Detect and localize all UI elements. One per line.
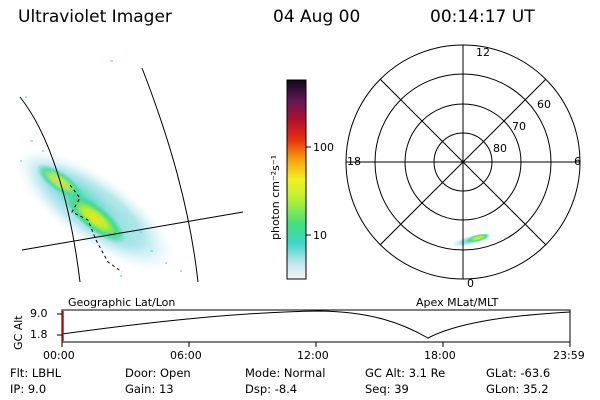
polar-aurora	[450, 232, 494, 248]
mlt-label-12: 12	[476, 46, 490, 59]
mlt-label-18: 18	[347, 155, 361, 168]
polar-grid	[345, 44, 581, 280]
glon-field: GLon: 35.2	[486, 382, 549, 396]
gc-alt-field: GC Alt: 3.1 Re	[365, 366, 446, 380]
map-grid-lines	[19, 67, 244, 283]
dsp-field: Dsp: -8.4	[245, 382, 298, 396]
date-label: 04 Aug 00	[273, 7, 361, 27]
mlt-label-6: 6	[574, 155, 581, 168]
mode-field: Mode: Normal	[245, 366, 326, 380]
door-field: Door: Open	[125, 366, 191, 380]
geographic-panel	[14, 60, 244, 283]
colorbar-tick-100: 100	[313, 141, 334, 154]
colorbar-label: photon cm⁻²s⁻¹	[269, 154, 282, 240]
time-label: 00:14:17 UT	[430, 7, 535, 27]
lat-label-60: 60	[537, 98, 551, 111]
apex-caption: Apex MLat/MLT	[416, 296, 499, 309]
geographic-caption: Geographic Lat/Lon	[68, 296, 176, 309]
xtick-0600: 06:00	[170, 349, 202, 362]
xtick-1200: 12:00	[297, 349, 329, 362]
instrument-title: Ultraviolet Imager	[18, 7, 172, 27]
altitude-plot	[57, 309, 571, 347]
altitude-ytick-high: 9.0	[30, 307, 48, 320]
filter-field: Flt: LBHL	[10, 366, 62, 380]
xtick-0000: 00:00	[43, 349, 75, 362]
lat-label-70: 70	[512, 120, 526, 133]
ip-field: IP: 9.0	[10, 382, 47, 396]
glat-field: GLat: -63.6	[486, 366, 551, 380]
altitude-ytick-low: 1.8	[30, 328, 48, 341]
aurora-emission	[14, 60, 182, 277]
mlt-label-0: 0	[467, 277, 474, 290]
colorbar-tick-10: 10	[313, 229, 327, 242]
polar-panel	[345, 44, 581, 280]
colorbar	[286, 79, 311, 280]
xtick-2359: 23:59	[553, 349, 585, 362]
seq-field: Seq: 39	[365, 382, 409, 396]
gain-field: Gain: 13	[125, 382, 174, 396]
xtick-1800: 18:00	[424, 349, 456, 362]
altitude-ylabel: GC Alt	[12, 315, 25, 350]
lat-label-80: 80	[493, 142, 507, 155]
